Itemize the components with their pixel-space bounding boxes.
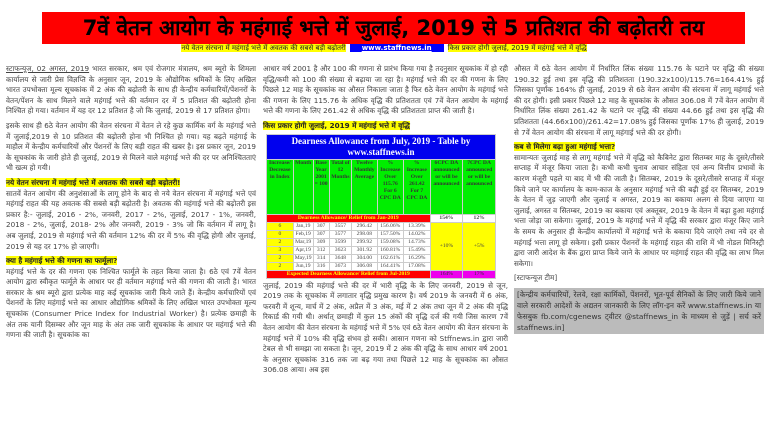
table-cell: 2 <box>266 253 294 263</box>
table-cell: 6 <box>266 221 294 231</box>
current-7cpc: 12% <box>462 213 496 223</box>
info-box: [केन्द्रीय कर्मचारियों, रेलवे, रक्षा कार… <box>514 287 764 334</box>
table-cell: 3599 <box>328 237 353 247</box>
paragraph: स्टाफन्यूज, 02 अगस्त, 2019 भारत सरकार, श… <box>6 64 256 117</box>
site-link[interactable]: www.staffnews.in <box>349 44 444 52</box>
table-cell: 304.00 <box>351 253 378 263</box>
table-cell: 2 <box>266 237 294 247</box>
table-cell: Mar,19 <box>292 237 314 247</box>
table-cell: 0 <box>266 229 294 239</box>
table-cell: 157.50% <box>376 229 405 239</box>
paragraph: इसके साथ ही 6ठे वेतन आयोग की वेतन संरचना… <box>6 120 256 173</box>
table-cell: 316 <box>312 261 330 271</box>
signoff: [स्टाफन्यूज टीम] <box>514 273 558 283</box>
table-row: 2 Mar,19 309 3599 299.92 159.08% 14.73% <box>266 237 496 247</box>
table-cell: 3577 <box>328 229 353 239</box>
subheader: नये वेतन संरचना में महंगाई भत्ते में अवत… <box>0 44 768 53</box>
dateline: स्टाफन्यूज, 02 अगस्त, 2019 <box>6 64 90 73</box>
paragraph: सातवें वेतन आयोग की अनुशंसाओं के लागू हो… <box>6 188 256 251</box>
paragraph: जुलाई, 2019 की महंगाई भत्ते की दर में भा… <box>263 280 508 375</box>
expected-6cpc: 164% <box>429 269 464 279</box>
table-cell: 164.41% <box>376 261 405 271</box>
table-cell: 14.73% <box>403 237 431 247</box>
section-heading: नये वेतन संरचना में महंगाई भत्ते में अवत… <box>6 177 181 187</box>
table-cell: 3557 <box>328 221 353 231</box>
column-header: Base Year 2001 = 100 <box>312 158 330 215</box>
table-cell: 3673 <box>328 261 353 271</box>
table-cell: 2 <box>266 261 294 271</box>
paragraph: सामान्यतः जुलाई माह से लागू महंगाई भत्ते… <box>514 152 764 268</box>
table-row: 2 May,19 314 3648 304.00 162.61% 16.29% <box>266 253 496 263</box>
column-header: % Increase Over 261.42 For 7 CPC DA <box>403 158 431 215</box>
column-header: 6CPC DA announced or will be announced <box>429 158 464 215</box>
column-1: स्टाफन्यूज, 02 अगस्त, 2019 भारत सरकार, श… <box>6 64 256 345</box>
paragraph: महंगाई भत्ते के दर की गणना एक निश्चित फा… <box>6 266 256 340</box>
table-cell: Jun,19 <box>292 261 314 271</box>
table-cell: 314 <box>312 253 330 263</box>
section-heading: कब से मिलेगा बढ़ा हुआ महंगाई भत्ता? <box>514 142 616 152</box>
section-heading: किस प्रकार होगी जुलाई, 2019 में महंगाई भ… <box>263 120 410 130</box>
table-cell: 162.61% <box>376 253 405 263</box>
column-header: Total of 12 Months <box>328 158 353 215</box>
da-table: Dearness Allowance from July, 2019 - Tab… <box>266 133 496 279</box>
table-cell: 160.81% <box>376 245 405 255</box>
table-cell: Feb,19 <box>292 229 314 239</box>
page-title: 7वें वेतन आयोग के महंगाई भत्ते में जुलाई… <box>42 12 745 44</box>
table-cell: 306.08 <box>351 261 378 271</box>
paragraph: औसत में 6ठे वेतन आयोग में निर्धारित लिंक… <box>514 64 764 137</box>
table-cell: 17.08% <box>403 261 431 271</box>
current-6cpc: 154% <box>429 213 464 223</box>
paragraph-text: भारत सरकार, श्रम एवं रोजगार मंत्रालय, श्… <box>6 64 256 116</box>
table-cell: 14.02% <box>403 229 431 239</box>
table-cell: 3 <box>266 245 294 255</box>
table-row: 3 Apr,19 312 3623 301.92 160.81% 15.49% <box>266 245 496 255</box>
table-cell: 16.29% <box>403 253 431 263</box>
table-cell: Jan,19 <box>292 221 314 231</box>
column-header: % Increase Over 115.76 For 6 CPC DA <box>376 158 405 215</box>
column-header: Increase/ Decrease in Index <box>266 158 294 215</box>
subheader-left: नये वेतन संरचना में महंगाई भत्ते में अवत… <box>181 44 346 52</box>
column-3: औसत में 6ठे वेतन आयोग में निर्धारित लिंक… <box>514 64 764 334</box>
table-title: Dearness Allowance from July, 2019 - Tab… <box>266 133 496 160</box>
table-cell: 309 <box>312 237 330 247</box>
table-cell: 13.39% <box>403 221 431 231</box>
section-heading: क्या है महंगाई भत्ते की गणना का फार्मूला… <box>6 256 118 266</box>
increase-6cpc: +10% <box>429 221 464 271</box>
subheader-right: किस प्रकार होगी जुलाई, 2019 में महंगाई भ… <box>447 44 587 52</box>
paragraph: आधार वर्ष 2001 है और 100 की गणना से प्रा… <box>263 64 508 116</box>
column-header: Month <box>292 158 314 215</box>
table-cell: Apr,19 <box>292 245 314 255</box>
table-header-row: Increase/ Decrease in Index Month Base Yea… <box>266 158 496 215</box>
table-cell: 15.49% <box>403 245 431 255</box>
table-cell: 307 <box>312 221 330 231</box>
table-cell: 299.92 <box>351 237 378 247</box>
increase-7cpc: +5% <box>462 221 496 271</box>
table-cell: 307 <box>312 229 330 239</box>
column-header: Twelve Monthly Average <box>351 158 378 215</box>
table-cell: 312 <box>312 245 330 255</box>
table-cell: 159.08% <box>376 237 405 247</box>
table-cell: 296.42 <box>351 221 378 231</box>
expected-7cpc: 17% <box>462 269 496 279</box>
column-2: आधार वर्ष 2001 है और 100 की गणना से प्रा… <box>263 64 508 380</box>
current-da-label: Dearness Allowance/ Relief from Jan-2019 <box>266 213 431 223</box>
table-cell: May,19 <box>292 253 314 263</box>
table-cell: 3648 <box>328 253 353 263</box>
table-row: 6 Jan,19 307 3557 296.42 156.06% 13.39% +10% +5% <box>266 221 496 271</box>
table-cell: 3623 <box>328 245 353 255</box>
column-header: 7CPC DA announced or will be announced <box>462 158 496 215</box>
table-cell: 156.06% <box>376 221 405 231</box>
expected-da-label: Expected Dearness Allowance/ Relief from… <box>266 269 431 279</box>
table-cell: 298.08 <box>351 229 378 239</box>
table-cell: 301.92 <box>351 245 378 255</box>
table-row: 0 Feb,19 307 3577 298.08 157.50% 14.02% <box>266 229 496 239</box>
